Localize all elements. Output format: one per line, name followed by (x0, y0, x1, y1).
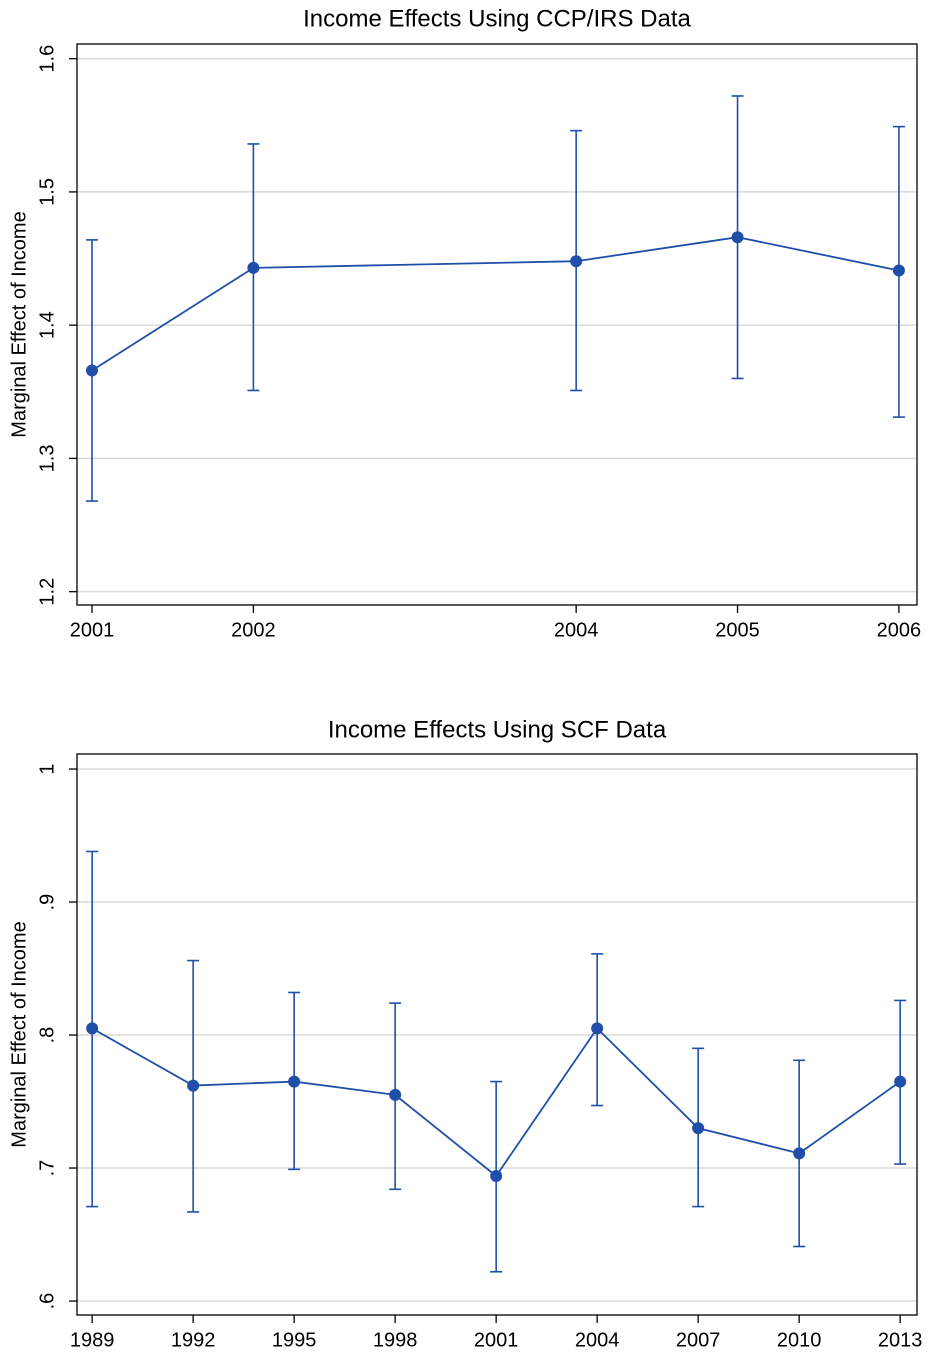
data-point (894, 1075, 907, 1088)
data-point (86, 364, 99, 377)
y-tick-label: 1.6 (36, 45, 58, 73)
y-tick-label: .6 (36, 1293, 58, 1310)
data-point (731, 231, 744, 244)
x-tick-label: 2005 (715, 619, 760, 641)
y-tick-label: 1 (36, 763, 58, 774)
x-tick-label: 1992 (171, 1329, 216, 1351)
x-tick-label: 1998 (373, 1329, 418, 1351)
x-tick-label: 2002 (231, 619, 276, 641)
data-point (389, 1088, 402, 1101)
data-point (570, 255, 583, 268)
data-point (692, 1122, 705, 1135)
data-point (86, 1022, 99, 1035)
x-tick-label: 2013 (878, 1329, 923, 1351)
y-tick-label: 1.5 (36, 178, 58, 206)
y-tick-label: 1.4 (36, 311, 58, 339)
x-tick-label: 1995 (272, 1329, 317, 1351)
x-tick-label: 2010 (777, 1329, 822, 1351)
y-tick-label: 1.2 (36, 578, 58, 606)
data-point (247, 261, 260, 274)
data-point (187, 1079, 200, 1092)
x-tick-label: 1989 (70, 1329, 115, 1351)
x-tick-label: 2001 (474, 1329, 519, 1351)
data-line (91, 236, 900, 372)
y-tick-label: .7 (36, 1160, 58, 1177)
data-point (288, 1075, 301, 1088)
x-tick-label: 2004 (554, 619, 599, 641)
chart-title: Income Effects Using CCP/IRS Data (303, 5, 691, 32)
plot-frame (76, 43, 918, 606)
chart-title: Income Effects Using SCF Data (328, 716, 667, 743)
y-axis-title: Marginal Effect of Income (8, 211, 30, 437)
plot-frame (76, 753, 918, 1316)
x-tick-label: 2004 (575, 1329, 620, 1351)
x-tick-label: 2006 (877, 619, 922, 641)
y-tick-label: 1.3 (36, 445, 58, 473)
x-tick-label: 2007 (676, 1329, 721, 1351)
x-tick-label: 2001 (70, 619, 115, 641)
y-tick-label: .9 (36, 894, 58, 911)
data-point (490, 1170, 503, 1183)
y-tick-label: .8 (36, 1027, 58, 1044)
y-axis-title: Marginal Effect of Income (8, 921, 30, 1147)
data-point (892, 264, 905, 277)
data-point (591, 1022, 604, 1035)
data-point (793, 1147, 806, 1160)
